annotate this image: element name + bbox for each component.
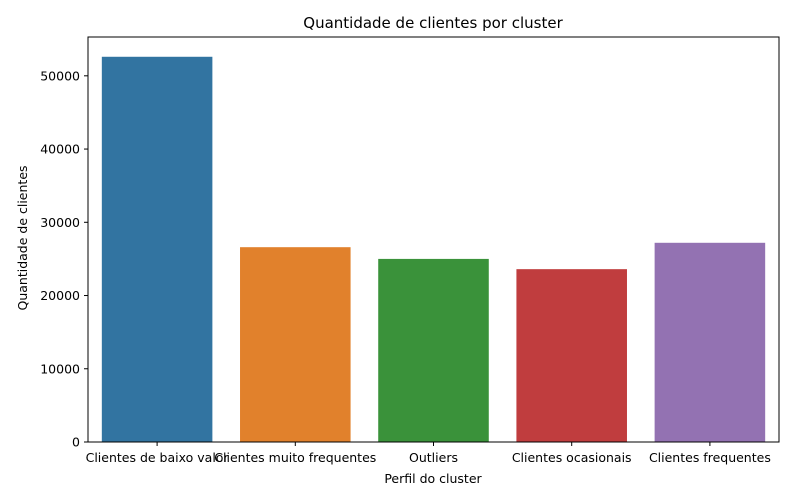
x-tick-label: Clientes frequentes	[649, 450, 771, 465]
y-tick-label: 50000	[40, 68, 80, 83]
bar-2	[378, 258, 489, 442]
y-tick-label: 0	[72, 435, 80, 450]
y-axis-label: Quantidade de clientes	[15, 165, 30, 310]
x-tick-label: Clientes de baixo valor	[86, 450, 230, 465]
x-tick-label: Clientes muito frequentes	[214, 450, 376, 465]
bar-0	[101, 56, 213, 443]
bar-3	[516, 269, 627, 442]
x-tick-label: Clientes ocasionais	[512, 450, 632, 465]
plot-frame	[87, 36, 780, 443]
bars-group	[101, 56, 766, 443]
y-tick-label: 40000	[40, 142, 80, 157]
y-tick-label: 30000	[40, 215, 80, 230]
bar-1	[240, 247, 351, 442]
bar-4	[654, 242, 766, 442]
y-tick-label: 20000	[40, 288, 80, 303]
y-tick-label: 10000	[40, 361, 80, 376]
chart-title: Quantidade de clientes por cluster	[303, 14, 563, 32]
x-axis-label: Perfil do cluster	[384, 471, 482, 486]
x-tick-label: Outliers	[409, 450, 458, 465]
y-axis: 0 10000 20000 30000 40000 50000	[40, 68, 88, 450]
